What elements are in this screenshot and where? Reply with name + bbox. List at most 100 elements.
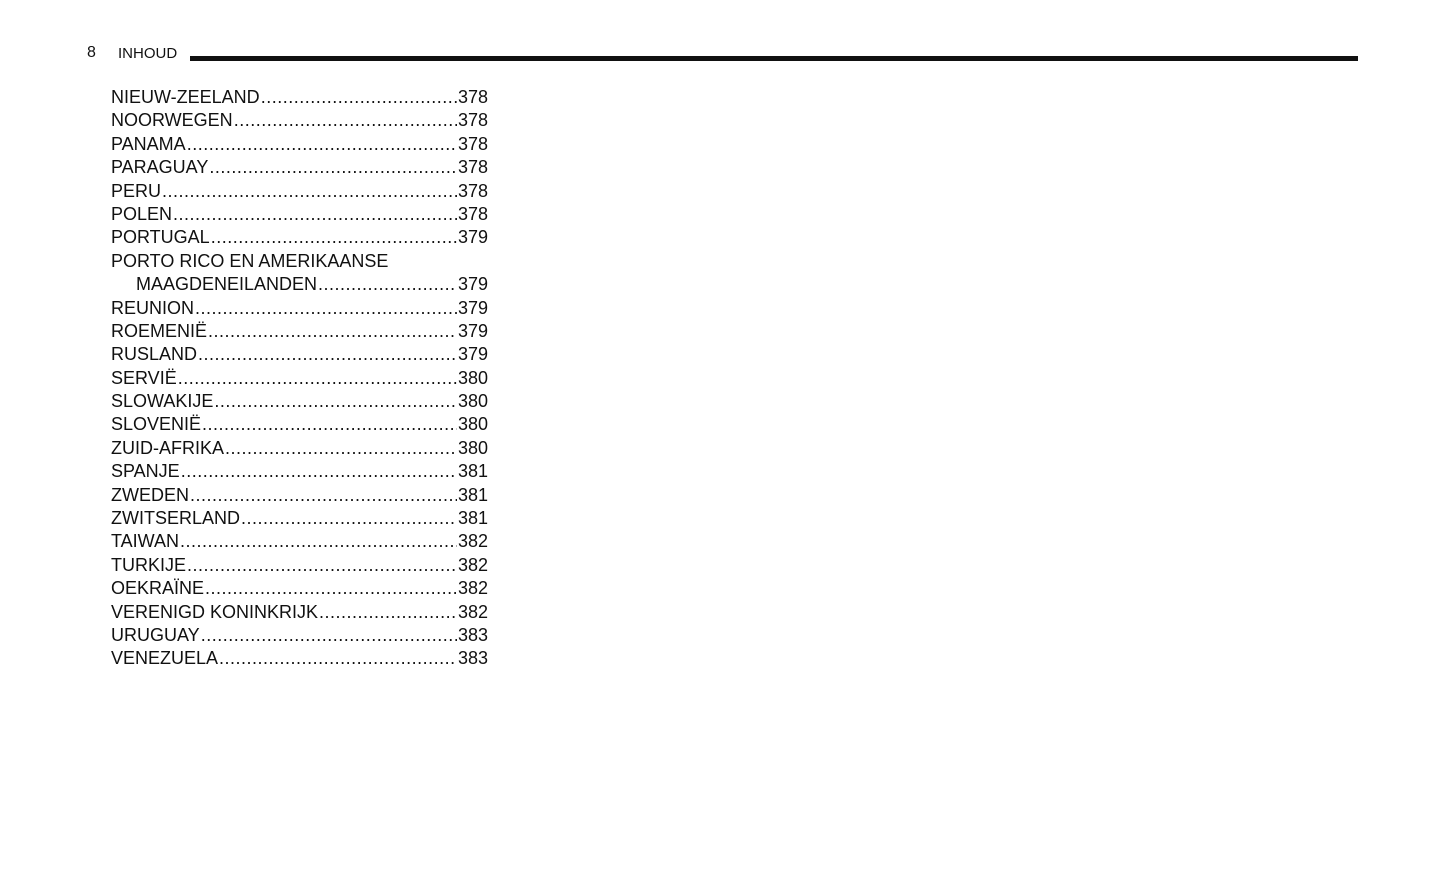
dot-leader xyxy=(214,390,457,413)
toc-entry-label: TAIWAN xyxy=(111,531,179,552)
dot-leader xyxy=(209,156,457,179)
toc-entry-page: 379 xyxy=(457,227,488,248)
header-rule xyxy=(190,56,1358,61)
toc-entry-page: 379 xyxy=(457,274,488,295)
toc-entry-page: 381 xyxy=(457,484,488,505)
toc-entry-label: PERU xyxy=(111,180,162,201)
toc-entry-label: ZWEDEN xyxy=(111,484,189,505)
page-number: 8 xyxy=(87,44,96,61)
toc-entry-page: 378 xyxy=(457,180,488,201)
dot-leader xyxy=(187,133,457,156)
toc-entry-page: 379 xyxy=(457,344,488,365)
toc-entry-page: 380 xyxy=(457,437,488,458)
toc-entry-label: TURKIJE xyxy=(111,554,187,575)
toc-entry-label: VERENIGD KONINKRIJK xyxy=(111,601,319,622)
dot-leader xyxy=(173,203,457,226)
toc-entry-page: 382 xyxy=(457,554,488,575)
toc-entry-page: 382 xyxy=(457,531,488,552)
toc-entry-label: REUNION xyxy=(111,297,195,318)
toc-entry[interactable]: SERVIË 380 xyxy=(111,367,488,390)
dot-leader xyxy=(201,624,457,647)
toc-entry-label: URUGUAY xyxy=(111,624,200,645)
dot-leader xyxy=(190,484,457,507)
toc-entry-page: 380 xyxy=(457,414,488,435)
dot-leader xyxy=(187,554,457,577)
dot-leader xyxy=(219,647,457,670)
dot-leader xyxy=(181,460,457,483)
toc-entry[interactable]: ZWITSERLAND 381 xyxy=(111,507,488,530)
toc-entry[interactable]: SPANJE 381 xyxy=(111,460,488,483)
toc-entry-label: SPANJE xyxy=(111,461,180,482)
toc-entry[interactable]: NIEUW-ZEELAND 378 xyxy=(111,86,488,109)
toc-entry-page: 382 xyxy=(457,601,488,622)
toc-entry[interactable]: SLOWAKIJE 380 xyxy=(111,390,488,413)
toc-entry[interactable]: NOORWEGEN 378 xyxy=(111,109,488,132)
toc-entry[interactable]: OEKRAÏNE 382 xyxy=(111,577,488,600)
dot-leader xyxy=(234,109,457,132)
toc-entry-page: 378 xyxy=(457,87,488,107)
section-title: INHOUD xyxy=(118,45,178,62)
toc-entry-page: 383 xyxy=(457,624,488,645)
toc-entry-label: ROEMENIË xyxy=(111,320,208,341)
toc-entry-label: PANAMA xyxy=(111,133,186,154)
toc-entry-label: VENEZUELA xyxy=(111,648,219,669)
toc-entry-label: SERVIË xyxy=(111,367,177,388)
toc-entry-label: PARAGUAY xyxy=(111,157,209,178)
dot-leader xyxy=(195,297,457,320)
toc-entry-page: 378 xyxy=(457,203,488,224)
toc-entry[interactable]: ZWEDEN 381 xyxy=(111,484,488,507)
dot-leader xyxy=(180,530,457,553)
toc-entry-label: NOORWEGEN xyxy=(111,110,233,131)
dot-leader xyxy=(162,180,457,203)
toc-entry[interactable]: PORTUGAL 379 xyxy=(111,226,488,249)
toc-entry-page: 378 xyxy=(457,133,488,154)
table-of-contents: NIEUW-ZEELAND378NOORWEGEN378PANAMA378PAR… xyxy=(111,86,488,671)
toc-entry[interactable]: TURKIJE 382 xyxy=(111,554,488,577)
toc-entry[interactable]: ROEMENIË 379 xyxy=(111,320,488,343)
toc-entry-label: OEKRAÏNE xyxy=(111,578,205,599)
toc-entry-label: MAAGDENEILANDEN xyxy=(136,274,318,295)
toc-entry-page: 378 xyxy=(457,157,488,178)
toc-entry-page: 383 xyxy=(457,648,488,669)
toc-entry-page: 379 xyxy=(457,297,488,318)
toc-entry[interactable]: TAIWAN 382 xyxy=(111,530,488,553)
toc-entry-page: 382 xyxy=(457,578,488,599)
toc-entry[interactable]: REUNION 379 xyxy=(111,297,488,320)
toc-entry-label: POLEN xyxy=(111,203,173,224)
dot-leader xyxy=(241,507,457,530)
dot-leader xyxy=(318,273,457,296)
toc-entry-page: 381 xyxy=(457,508,488,529)
toc-entry[interactable]: MAAGDENEILANDEN 379 xyxy=(111,273,488,296)
toc-entry-label: PORTO RICO EN AMERIKAANSE xyxy=(111,250,389,271)
toc-entry[interactable]: PORTO RICO EN AMERIKAANSE xyxy=(111,250,488,273)
toc-entry[interactable]: VERENIGD KONINKRIJK 382 xyxy=(111,601,488,624)
dot-leader xyxy=(319,601,457,624)
toc-entry[interactable]: PANAMA 378 xyxy=(111,133,488,156)
toc-entry-page: 380 xyxy=(457,391,488,412)
toc-entry[interactable]: PERU 378 xyxy=(111,180,488,203)
dot-leader xyxy=(198,343,457,366)
toc-entry-page: 380 xyxy=(457,367,488,388)
toc-entry-label: NIEUW-ZEELAND xyxy=(111,87,260,107)
dot-leader xyxy=(178,367,457,390)
toc-entry-page: 379 xyxy=(457,320,488,341)
toc-entry-page: 381 xyxy=(457,461,488,482)
toc-entry[interactable]: ZUID-AFRIKA 380 xyxy=(111,437,488,460)
toc-entry[interactable]: URUGUAY 383 xyxy=(111,624,488,647)
toc-entry[interactable]: PARAGUAY 378 xyxy=(111,156,488,179)
dot-leader xyxy=(205,577,457,600)
toc-entry[interactable]: RUSLAND 379 xyxy=(111,343,488,366)
toc-entry-label: SLOWAKIJE xyxy=(111,391,214,412)
toc-entry-page: 378 xyxy=(457,110,488,131)
toc-entry[interactable]: POLEN 378 xyxy=(111,203,488,226)
toc-entry-label: RUSLAND xyxy=(111,344,198,365)
dot-leader xyxy=(208,320,457,343)
dot-leader xyxy=(261,86,457,109)
toc-entry-label: ZUID-AFRIKA xyxy=(111,437,225,458)
toc-entry[interactable]: SLOVENIË 380 xyxy=(111,413,488,436)
toc-entry[interactable]: VENEZUELA 383 xyxy=(111,647,488,670)
dot-leader xyxy=(202,413,457,436)
toc-entry-label: PORTUGAL xyxy=(111,227,210,248)
dot-leader xyxy=(211,226,457,249)
toc-entry-label: SLOVENIË xyxy=(111,414,202,435)
